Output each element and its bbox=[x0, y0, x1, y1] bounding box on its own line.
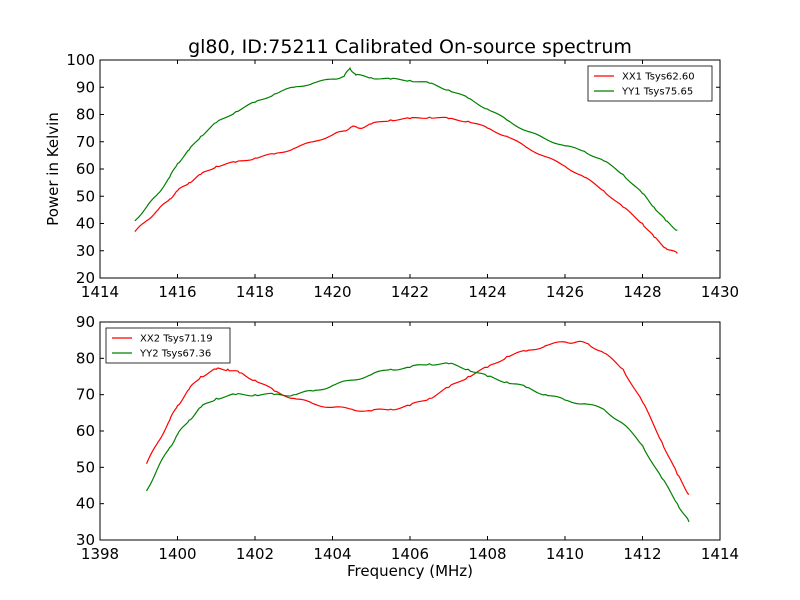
legend: XX1 Tsys62.60 YY1 Tsys75.65 bbox=[587, 65, 713, 102]
x-tick-label: 1414 bbox=[81, 283, 119, 301]
y-tick-label: 40 bbox=[76, 215, 95, 233]
series-line-1-2 bbox=[134, 66, 678, 231]
x-tick-label: 1420 bbox=[313, 283, 351, 301]
y-tick-label: 60 bbox=[76, 160, 95, 178]
legend-entry: YY1 Tsys75.65 bbox=[621, 87, 693, 98]
legend-entry: XX2 Tsys71.19 bbox=[140, 334, 213, 345]
x-tick-label: 1412 bbox=[623, 545, 661, 563]
x-tick-label: 1406 bbox=[391, 545, 429, 563]
x-tick-label: 1408 bbox=[468, 545, 506, 563]
y-tick-label: 60 bbox=[76, 422, 95, 440]
y-tick-label: 80 bbox=[76, 106, 95, 124]
x-tick-label: 1416 bbox=[158, 283, 196, 301]
series-line-2-2 bbox=[145, 362, 690, 523]
x-tick-label: 1424 bbox=[468, 283, 506, 301]
x-tick-label: 1402 bbox=[236, 545, 274, 563]
legend-box bbox=[105, 327, 231, 364]
y-tick-label: 50 bbox=[76, 458, 95, 476]
y-axis-label-top: Power in Kelvin bbox=[44, 112, 62, 226]
y-tick-label: 40 bbox=[76, 495, 95, 513]
x-tick-label: 1422 bbox=[391, 283, 429, 301]
legend-entry: XX1 Tsys62.60 bbox=[622, 72, 695, 83]
x-tick-label: 1414 bbox=[701, 545, 739, 563]
y-tick-label: 30 bbox=[76, 242, 95, 260]
x-axis-label-bottom: Frequency (MHz) bbox=[347, 562, 473, 580]
y-tick-label: 80 bbox=[76, 349, 95, 367]
x-tick-label: 1404 bbox=[313, 545, 351, 563]
x-tick-label: 1410 bbox=[546, 545, 584, 563]
y-tick-label: 100 bbox=[66, 51, 95, 69]
x-tick-label: 1400 bbox=[158, 545, 196, 563]
y-tick-label: 70 bbox=[76, 386, 95, 404]
y-tick-label: 20 bbox=[76, 269, 95, 287]
x-tick-label: 1428 bbox=[623, 283, 661, 301]
legend-entry: YY2 Tsys67.36 bbox=[139, 349, 211, 360]
chart-title: gl80, ID:75211 Calibrated On-source spec… bbox=[188, 36, 632, 58]
y-tick-label: 90 bbox=[76, 78, 95, 96]
series-line-2-1 bbox=[145, 340, 690, 496]
legend-box bbox=[587, 65, 713, 102]
series-line-1-1 bbox=[134, 116, 678, 254]
y-tick-label: 90 bbox=[76, 313, 95, 331]
x-tick-label: 1418 bbox=[236, 283, 274, 301]
x-tick-label: 1426 bbox=[546, 283, 584, 301]
x-tick-label: 1398 bbox=[81, 545, 119, 563]
y-tick-label: 30 bbox=[76, 531, 95, 549]
bottom-plot-panel: 1398 1400 1402 1404 1406 1408 1410 1412 1414 30 40… bbox=[76, 313, 739, 563]
y-tick-label: 70 bbox=[76, 133, 95, 151]
x-tick-label: 1430 bbox=[701, 283, 739, 301]
top-plot-panel: 1414 1416 1418 1420 1422 1424 1426 1428 1430 20 30… bbox=[66, 51, 739, 301]
legend: XX2 Tsys71.19 YY2 Tsys67.36 bbox=[105, 327, 231, 364]
y-tick-label: 50 bbox=[76, 187, 95, 205]
